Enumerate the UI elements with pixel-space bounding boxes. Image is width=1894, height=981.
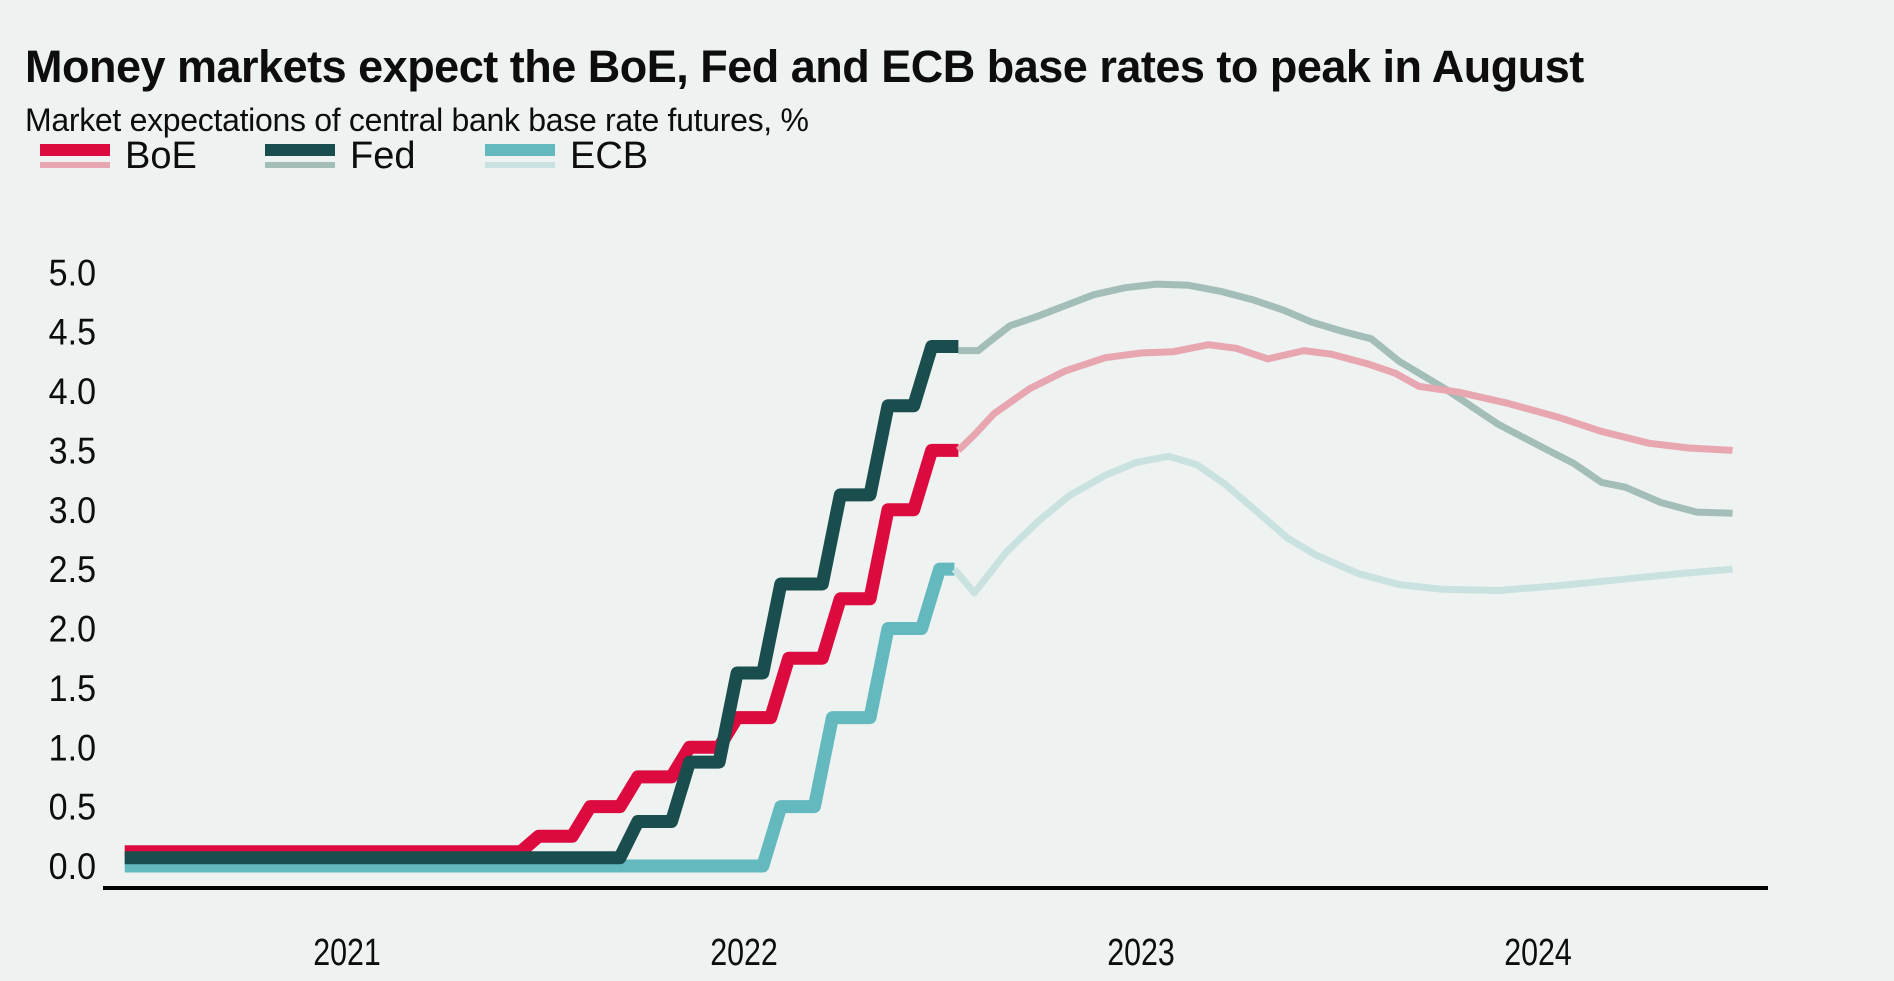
legend-futures-line-swatch: [265, 162, 335, 168]
y-axis-tick-label: 1.5: [49, 668, 96, 710]
x-axis-tick-label: 2024: [1504, 932, 1572, 974]
legend-futures-line-swatch: [40, 162, 110, 168]
y-axis-tick-label: 1.0: [49, 727, 96, 769]
fed-historical-line: [124, 340, 959, 865]
legend-swatch-boe: [40, 144, 110, 168]
legend-swatch-fed: [265, 144, 335, 168]
y-axis-tick-label: 2.5: [49, 549, 96, 591]
legend-swatch-ecb: [485, 144, 555, 168]
y-axis-tick-label: 3.5: [49, 430, 96, 472]
y-axis-tick-label: 3.0: [49, 489, 96, 531]
legend-label-ecb: ECB: [570, 135, 649, 177]
legend-label-boe: BoE: [125, 135, 197, 177]
boe-futures-line: [955, 341, 1733, 454]
legend-solid-line-swatch: [40, 144, 110, 156]
legend-label-fed: Fed: [350, 135, 416, 177]
y-axis-tick-label: 4.0: [49, 371, 96, 413]
chart-title: Money markets expect the BoE, Fed and EC…: [25, 41, 1584, 93]
fed-futures-line: [958, 280, 1733, 517]
legend-item-ecb: ECB: [485, 137, 648, 175]
legend-item-boe: BoE: [40, 137, 197, 175]
ecb-historical-line: [124, 562, 955, 873]
y-axis-tick-label: 0.5: [49, 786, 96, 828]
y-axis-tick-label: 5.0: [49, 252, 96, 294]
x-axis-tick-label: 2023: [1107, 932, 1175, 974]
legend-futures-line-swatch: [485, 162, 555, 168]
legend-item-fed: Fed: [265, 137, 415, 175]
y-axis-tick-label: 2.0: [49, 608, 96, 650]
chart-subtitle: Market expectations of central bank base…: [25, 102, 809, 138]
x-axis-tick-label: 2021: [313, 932, 381, 974]
legend-solid-line-swatch: [485, 144, 555, 156]
x-axis-tick-label: 2022: [710, 932, 778, 974]
legend-solid-line-swatch: [265, 144, 335, 156]
y-axis-tick-label: 4.5: [49, 311, 96, 353]
y-axis-tick-label: 0.0: [49, 846, 96, 888]
ecb-futures-line: [951, 452, 1733, 597]
